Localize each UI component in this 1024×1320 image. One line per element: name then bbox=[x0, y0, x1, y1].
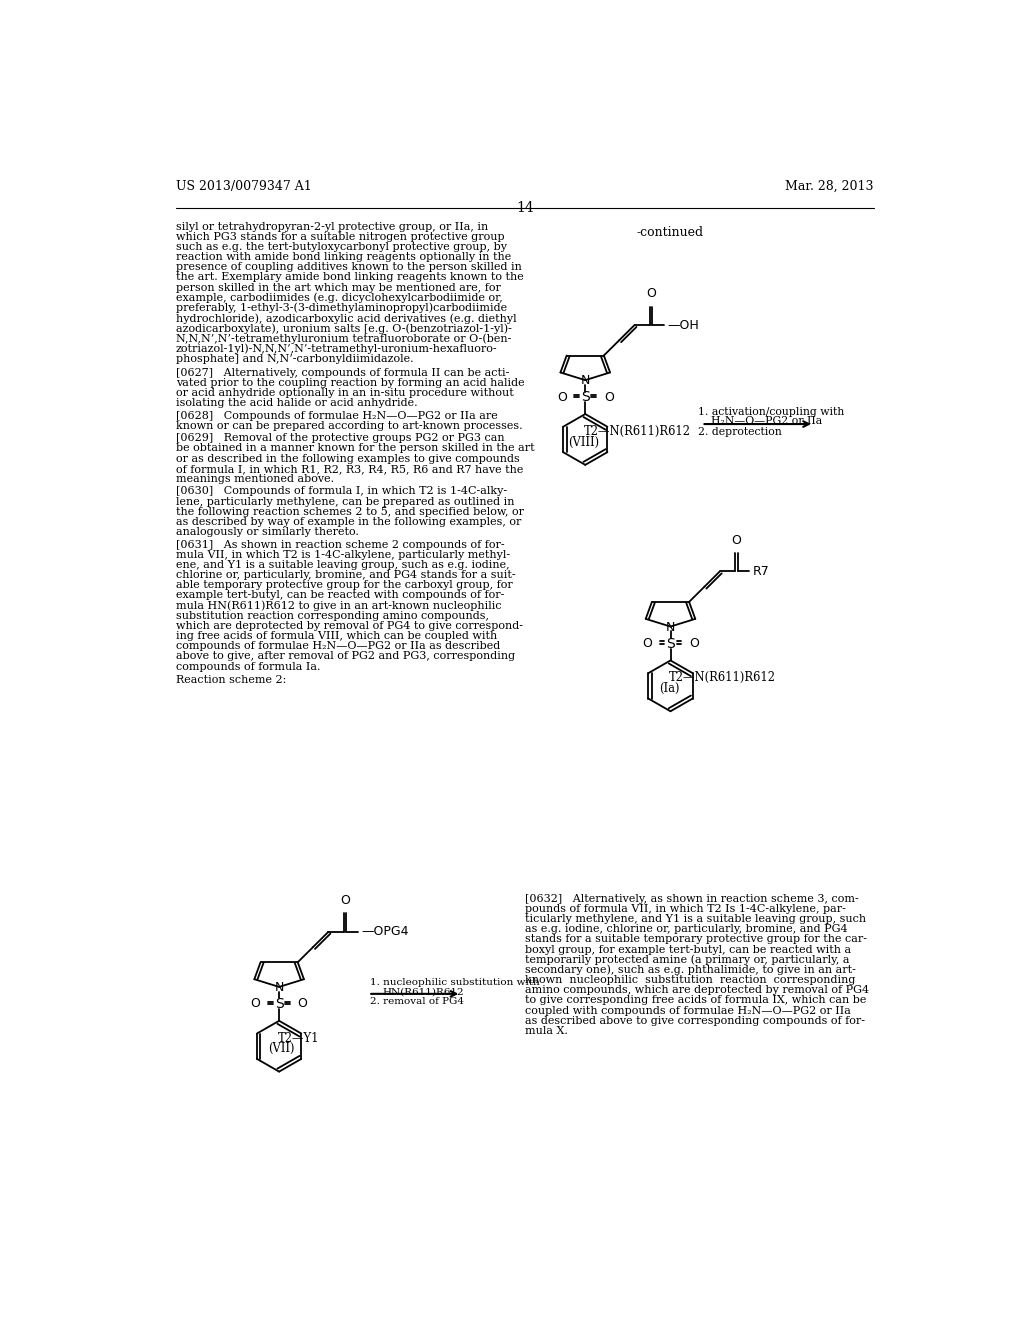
Text: example tert-butyl, can be reacted with compounds of for-: example tert-butyl, can be reacted with … bbox=[176, 590, 505, 601]
Text: [0631]   As shown in reaction scheme 2 compounds of for-: [0631] As shown in reaction scheme 2 com… bbox=[176, 540, 505, 549]
Text: HN(R611)R612: HN(R611)R612 bbox=[382, 987, 464, 997]
Text: 1. nucleophilic substitution with: 1. nucleophilic substitution with bbox=[370, 978, 540, 987]
Text: or as described in the following examples to give compounds: or as described in the following example… bbox=[176, 454, 520, 463]
Text: azodicarboxylate), uronium salts [e.g. O-(benzotriazol-1-yl)-: azodicarboxylate), uronium salts [e.g. O… bbox=[176, 323, 512, 334]
Text: T2—N(R611)R612: T2—N(R611)R612 bbox=[584, 425, 691, 438]
Text: —OH: —OH bbox=[668, 318, 699, 331]
Text: N: N bbox=[666, 620, 675, 634]
Text: example, carbodiimides (e.g. dicyclohexylcarbodiimide or,: example, carbodiimides (e.g. dicyclohexy… bbox=[176, 293, 503, 304]
Text: compounds of formulae H₂N—O—PG2 or IIa as described: compounds of formulae H₂N—O—PG2 or IIa a… bbox=[176, 642, 501, 651]
Text: mula X.: mula X. bbox=[524, 1026, 567, 1036]
Text: mula VII, in which T2 is 1-4C-alkylene, particularly methyl-: mula VII, in which T2 is 1-4C-alkylene, … bbox=[176, 549, 510, 560]
Text: [0630]   Compounds of formula I, in which T2 is 1-4C-alky-: [0630] Compounds of formula I, in which … bbox=[176, 486, 507, 496]
Text: 14: 14 bbox=[516, 201, 534, 215]
Text: [0628]   Compounds of formulae H₂N—O—PG2 or IIa are: [0628] Compounds of formulae H₂N—O—PG2 o… bbox=[176, 411, 498, 421]
Text: O: O bbox=[340, 894, 349, 907]
Text: boxyl group, for example tert-butyl, can be reacted with a: boxyl group, for example tert-butyl, can… bbox=[524, 945, 851, 954]
Text: (VIII): (VIII) bbox=[568, 436, 599, 449]
Text: 2. removal of PG4: 2. removal of PG4 bbox=[370, 997, 464, 1006]
Text: stands for a suitable temporary protective group for the car-: stands for a suitable temporary protecti… bbox=[524, 935, 866, 944]
Text: ticularly methylene, and Y1 is a suitable leaving group, such: ticularly methylene, and Y1 is a suitabl… bbox=[524, 913, 866, 924]
Text: N: N bbox=[274, 981, 284, 994]
Text: S: S bbox=[581, 391, 590, 404]
Text: [0627]   Alternatively, compounds of formula II can be acti-: [0627] Alternatively, compounds of formu… bbox=[176, 368, 509, 378]
Text: O: O bbox=[604, 391, 613, 404]
Text: compounds of formula Ia.: compounds of formula Ia. bbox=[176, 661, 321, 672]
Text: substitution reaction corresponding amino compounds,: substitution reaction corresponding amin… bbox=[176, 611, 489, 620]
Text: zotriazol-1yl)-N,N,N’,N’-tetramethyl-uronium-hexafluoro-: zotriazol-1yl)-N,N,N’,N’-tetramethyl-uro… bbox=[176, 343, 498, 354]
Text: Reaction scheme 2:: Reaction scheme 2: bbox=[176, 675, 287, 685]
Text: pounds of formula VII, in which T2 Is 1-4C-alkylene, par-: pounds of formula VII, in which T2 Is 1-… bbox=[524, 904, 846, 913]
Text: presence of coupling additives known to the person skilled in: presence of coupling additives known to … bbox=[176, 263, 522, 272]
Text: phosphate] and N,N’-carbonyldiimidazole.: phosphate] and N,N’-carbonyldiimidazole. bbox=[176, 354, 414, 364]
Text: person skilled in the art which may be mentioned are, for: person skilled in the art which may be m… bbox=[176, 282, 501, 293]
Text: meanings mentioned above.: meanings mentioned above. bbox=[176, 474, 334, 484]
Text: Mar. 28, 2013: Mar. 28, 2013 bbox=[785, 180, 873, 193]
Text: amino compounds, which are deprotected by removal of PG4: amino compounds, which are deprotected b… bbox=[524, 985, 869, 995]
Text: as e.g. iodine, chlorine or, particularly, bromine, and PG4: as e.g. iodine, chlorine or, particularl… bbox=[524, 924, 848, 935]
Text: coupled with compounds of formulae H₂N—O—PG2 or IIa: coupled with compounds of formulae H₂N—O… bbox=[524, 1006, 851, 1015]
Text: US 2013/0079347 A1: US 2013/0079347 A1 bbox=[176, 180, 311, 193]
Text: silyl or tetrahydropyran-2-yl protective group, or IIa, in: silyl or tetrahydropyran-2-yl protective… bbox=[176, 222, 488, 231]
Text: which are deprotected by removal of PG4 to give correspond-: which are deprotected by removal of PG4 … bbox=[176, 620, 523, 631]
Text: of formula I, in which R1, R2, R3, R4, R5, R6 and R7 have the: of formula I, in which R1, R2, R3, R4, R… bbox=[176, 463, 523, 474]
Text: temporarily protected amine (a primary or, particularly, a: temporarily protected amine (a primary o… bbox=[524, 954, 849, 965]
Text: chlorine or, particularly, bromine, and PG4 stands for a suit-: chlorine or, particularly, bromine, and … bbox=[176, 570, 516, 579]
Text: (VII): (VII) bbox=[268, 1043, 295, 1056]
Text: —OPG4: —OPG4 bbox=[361, 925, 410, 939]
Text: to give corresponding free acids of formula IX, which can be: to give corresponding free acids of form… bbox=[524, 995, 866, 1006]
Text: secondary one), such as e.g. phthalimide, to give in an art-: secondary one), such as e.g. phthalimide… bbox=[524, 965, 856, 975]
Text: hydrochloride), azodicarboxylic acid derivatives (e.g. diethyl: hydrochloride), azodicarboxylic acid der… bbox=[176, 313, 517, 323]
Text: N: N bbox=[581, 375, 590, 388]
Text: O: O bbox=[646, 288, 655, 301]
Text: preferably, 1-ethyl-3-(3-dimethylaminopropyl)carbodiimide: preferably, 1-ethyl-3-(3-dimethylaminopr… bbox=[176, 302, 507, 313]
Text: which PG3 stands for a suitable nitrogen protective group: which PG3 stands for a suitable nitrogen… bbox=[176, 232, 505, 242]
Text: T2—Y1: T2—Y1 bbox=[278, 1032, 319, 1044]
Text: above to give, after removal of PG2 and PG3, corresponding: above to give, after removal of PG2 and … bbox=[176, 651, 515, 661]
Text: able temporary protective group for the carboxyl group, for: able temporary protective group for the … bbox=[176, 581, 513, 590]
Text: ing free acids of formula VIII, which can be coupled with: ing free acids of formula VIII, which ca… bbox=[176, 631, 498, 642]
Text: O: O bbox=[642, 638, 652, 649]
Text: or acid anhydride optionally in an in-situ procedure without: or acid anhydride optionally in an in-si… bbox=[176, 388, 514, 399]
Text: such as e.g. the tert-butyloxycarbonyl protective group, by: such as e.g. the tert-butyloxycarbonyl p… bbox=[176, 242, 507, 252]
Text: vated prior to the coupling reaction by forming an acid halide: vated prior to the coupling reaction by … bbox=[176, 378, 524, 388]
Text: known  nucleophilic  substitution  reaction  corresponding: known nucleophilic substitution reaction… bbox=[524, 975, 855, 985]
Text: N,N,N’,N’-tetramethyluronium tetrafluoroborate or O-(ben-: N,N,N’,N’-tetramethyluronium tetrafluoro… bbox=[176, 334, 511, 345]
Text: -continued: -continued bbox=[637, 226, 705, 239]
Text: (Ia): (Ia) bbox=[658, 682, 679, 696]
Text: ene, and Y1 is a suitable leaving group, such as e.g. iodine,: ene, and Y1 is a suitable leaving group,… bbox=[176, 560, 510, 570]
Text: known or can be prepared according to art-known processes.: known or can be prepared according to ar… bbox=[176, 421, 522, 430]
Text: S: S bbox=[667, 636, 675, 651]
Text: [0629]   Removal of the protective groups PG2 or PG3 can: [0629] Removal of the protective groups … bbox=[176, 433, 505, 444]
Text: R7: R7 bbox=[753, 565, 770, 578]
Text: be obtained in a manner known for the person skilled in the art: be obtained in a manner known for the pe… bbox=[176, 444, 535, 454]
Text: O: O bbox=[731, 533, 741, 546]
Text: lene, particularly methylene, can be prepared as outlined in: lene, particularly methylene, can be pre… bbox=[176, 496, 514, 507]
Text: S: S bbox=[274, 997, 284, 1011]
Text: reaction with amide bond linking reagents optionally in the: reaction with amide bond linking reagent… bbox=[176, 252, 511, 263]
Text: [0632]   Alternatively, as shown in reaction scheme 3, com-: [0632] Alternatively, as shown in reacti… bbox=[524, 894, 858, 904]
Text: 2. deprotection: 2. deprotection bbox=[697, 428, 781, 437]
Text: the following reaction schemes 2 to 5, and specified below, or: the following reaction schemes 2 to 5, a… bbox=[176, 507, 524, 516]
Text: O: O bbox=[557, 391, 566, 404]
Text: 1. activation/coupling with: 1. activation/coupling with bbox=[697, 407, 844, 417]
Text: the art. Exemplary amide bond linking reagents known to the: the art. Exemplary amide bond linking re… bbox=[176, 272, 524, 282]
Text: isolating the acid halide or acid anhydride.: isolating the acid halide or acid anhydr… bbox=[176, 399, 418, 408]
Text: as described by way of example in the following examples, or: as described by way of example in the fo… bbox=[176, 517, 521, 527]
Text: analogously or similarly thereto.: analogously or similarly thereto. bbox=[176, 527, 359, 537]
Text: O: O bbox=[251, 998, 260, 1010]
Text: O: O bbox=[689, 638, 699, 649]
Text: T2—N(R611)R612: T2—N(R611)R612 bbox=[669, 671, 776, 684]
Text: as described above to give corresponding compounds of for-: as described above to give corresponding… bbox=[524, 1015, 865, 1026]
Text: mula HN(R611)R612 to give in an art-known nucleophilic: mula HN(R611)R612 to give in an art-know… bbox=[176, 601, 502, 611]
Text: H₂N—O—PG2 or IIa: H₂N—O—PG2 or IIa bbox=[711, 416, 822, 426]
Text: O: O bbox=[298, 998, 307, 1010]
